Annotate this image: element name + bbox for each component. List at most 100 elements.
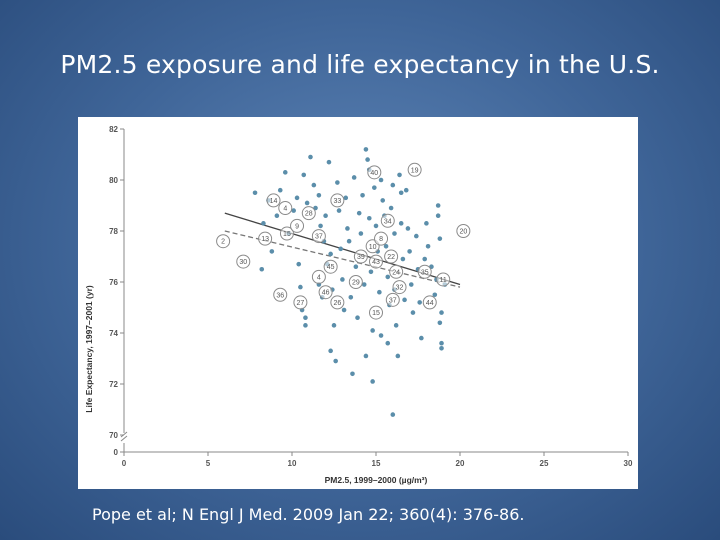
labeled-point-circle <box>392 280 407 295</box>
data-point <box>291 208 296 213</box>
labeled-point-label: 40 <box>370 170 378 177</box>
data-point <box>351 175 357 180</box>
labeled-point-circle <box>380 213 395 228</box>
labeled-point: 15 <box>369 305 383 320</box>
data-point <box>435 203 441 208</box>
x-tick-label: 10 <box>288 459 297 468</box>
labeled-point-label: 44 <box>426 300 434 307</box>
labeled-point: 40 <box>367 165 382 180</box>
data-point <box>350 371 355 377</box>
y-tick-label: 76 <box>109 278 118 287</box>
data-point <box>365 157 370 162</box>
citation: Pope et al; N Engl J Med. 2009 Jan 22; 3… <box>92 505 525 524</box>
data-point <box>308 154 313 160</box>
data-point <box>328 348 333 354</box>
labeled-point: 11 <box>436 272 451 287</box>
labeled-point: 37 <box>385 292 400 307</box>
labeled-point-label: 24 <box>392 269 400 276</box>
y-axis-title: Life Expectancy, 1997–2001 (yr) <box>84 285 94 413</box>
labeled-point-label: 19 <box>411 167 419 174</box>
labeled-point-circle <box>422 295 437 310</box>
data-point <box>402 297 407 303</box>
data-point <box>296 261 302 267</box>
labeled-point-circle <box>456 224 471 238</box>
labeled-point: 14 <box>266 193 281 208</box>
labeled-point: 39 <box>353 249 368 264</box>
data-point <box>370 328 375 333</box>
labeled-point-circle <box>436 272 451 287</box>
labeled-point-circle <box>389 264 404 279</box>
data-point <box>417 300 422 305</box>
labeled-point: 4 <box>278 201 293 216</box>
data-point <box>424 221 429 226</box>
data-point <box>408 282 414 287</box>
labeled-point-label: 26 <box>333 300 341 307</box>
data-point <box>385 340 391 346</box>
y-axis-break-mark <box>120 435 128 442</box>
labeled-point: 26 <box>330 295 345 310</box>
labeled-point-label: 39 <box>357 254 365 261</box>
labeled-point-label: 46 <box>322 290 330 297</box>
y-tick-label: 82 <box>109 125 118 134</box>
data-point <box>378 177 384 183</box>
labeled-point: 46 <box>318 285 333 300</box>
labeled-point-label: 4 <box>317 274 321 281</box>
data-point <box>422 256 428 262</box>
labeled-point-circle <box>216 234 231 249</box>
x-tick-label: 20 <box>456 459 465 468</box>
labeled-point-label: 36 <box>276 292 284 299</box>
labeled-point: 9 <box>290 218 305 233</box>
data-point <box>338 246 344 252</box>
data-point <box>393 323 399 328</box>
data-point <box>366 215 372 221</box>
y-tick-label: 70 <box>109 431 118 440</box>
labeled-point: 43 <box>369 254 383 269</box>
labeled-point-label: 34 <box>384 218 392 225</box>
data-point <box>378 333 384 338</box>
labeled-point-circle <box>258 231 273 246</box>
data-point <box>368 269 374 275</box>
labeled-point-circle <box>417 264 432 279</box>
x-tick-label: 0 <box>122 459 127 468</box>
labeled-point: 34 <box>380 213 395 228</box>
labeled-point-circle <box>278 201 293 216</box>
labeled-point: 20 <box>456 224 471 238</box>
labeled-point: 30 <box>236 254 251 269</box>
data-point <box>341 307 347 313</box>
labeled-point-label: 32 <box>396 285 404 292</box>
data-point <box>336 208 342 213</box>
labeled-point: 35 <box>417 264 432 279</box>
labeled-point-label: 10 <box>369 244 377 251</box>
data-point <box>363 147 369 152</box>
labeled-point-circle <box>279 226 294 241</box>
data-point <box>326 159 332 165</box>
labeled-point-label: 4 <box>283 206 287 213</box>
data-point <box>335 180 340 185</box>
data-point <box>383 244 389 249</box>
data-point <box>439 340 444 346</box>
labeled-point: 33 <box>330 193 345 208</box>
labeled-point-label: 27 <box>297 300 305 307</box>
data-point <box>348 295 354 300</box>
labeled-point-circle <box>330 295 345 310</box>
data-point <box>358 231 364 236</box>
data-point <box>363 353 369 359</box>
data-point <box>370 379 375 384</box>
data-point <box>439 310 444 315</box>
data-point <box>397 172 402 178</box>
labeled-point-label: 11 <box>440 277 447 284</box>
data-point <box>405 226 411 231</box>
data-point <box>398 221 404 226</box>
data-point <box>395 353 401 359</box>
data-point <box>340 277 345 282</box>
x-axis-title: PM2.5, 1999–2000 (µg/m³) <box>325 475 428 485</box>
data-point <box>345 226 350 231</box>
y-tick-label: 74 <box>109 329 118 338</box>
scatter-chart: 70 72 74 76 78 80 82 0 0 5 10 15 20 25 30 2 30 13 14 36 4 15… <box>78 117 638 489</box>
labeled-point-circle <box>266 193 281 208</box>
data-point <box>377 289 382 295</box>
labeled-point-label: 33 <box>333 198 341 205</box>
data-point <box>316 193 322 198</box>
labeled-point-circle <box>293 295 308 310</box>
labeled-point-circle <box>273 287 288 302</box>
